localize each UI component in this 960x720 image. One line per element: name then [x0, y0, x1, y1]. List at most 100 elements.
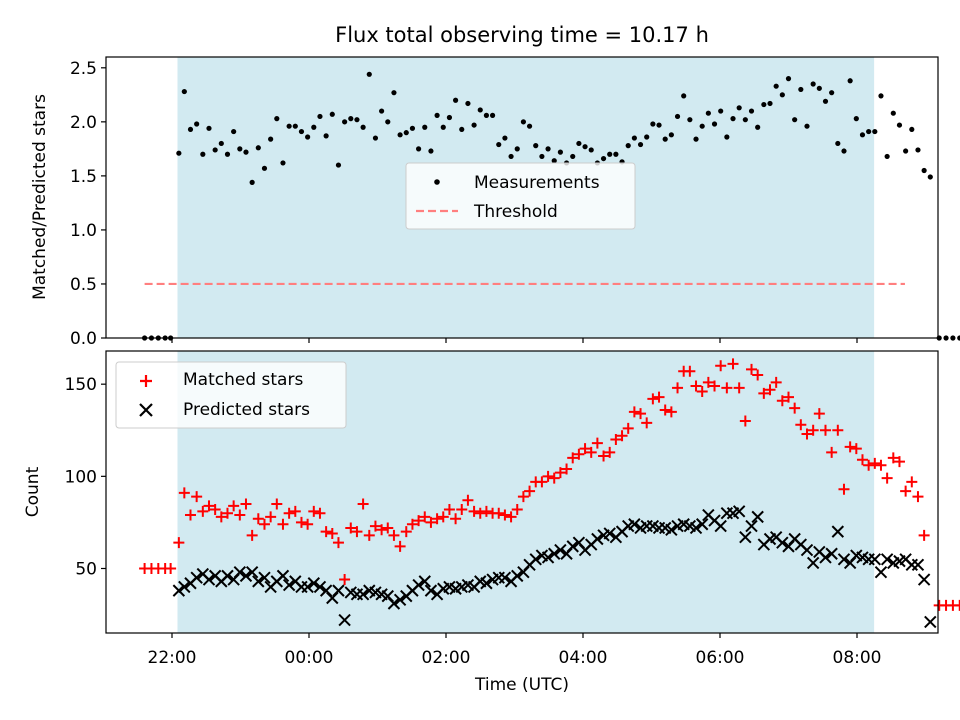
predicted-star-point — [689, 521, 703, 535]
matched-star-point — [215, 511, 227, 523]
predicted-star-point — [837, 553, 851, 566]
predicted-star-point — [541, 551, 555, 564]
predicted-star-point — [665, 523, 678, 536]
matched-star-point — [265, 511, 277, 523]
matched-star-point — [357, 498, 369, 510]
predicted-star-point — [424, 584, 438, 597]
measurement-point — [237, 146, 243, 152]
measurement-point — [767, 100, 773, 107]
measurement-point — [249, 179, 255, 185]
measurement-point — [668, 132, 674, 138]
matched-star-point — [776, 395, 788, 407]
top-x-ticks — [171, 338, 858, 343]
y-tick-label: 0.5 — [70, 275, 97, 295]
matched-star-point — [690, 380, 702, 392]
matched-star-point — [628, 406, 640, 418]
matched-star-point — [173, 537, 185, 549]
matched-star-point — [813, 408, 825, 420]
measurement-point — [872, 128, 878, 135]
measurement-point — [724, 134, 730, 140]
matched-star-point — [499, 509, 511, 521]
matched-star-point — [912, 491, 924, 503]
predicted-star-point — [917, 573, 931, 586]
matched-star-point — [517, 491, 529, 503]
predicted-star-point — [239, 569, 253, 583]
matched-star-point — [573, 448, 585, 460]
measurement-point — [391, 90, 397, 96]
matched-star-point — [795, 419, 807, 431]
measurement-point — [921, 167, 927, 174]
matched-star-point — [271, 498, 283, 510]
matched-star-point — [511, 504, 523, 516]
measurement-point — [255, 145, 261, 151]
matched-star-point — [875, 459, 887, 471]
predicted-star-point — [338, 613, 351, 627]
matched-star-point — [721, 382, 733, 394]
measurement-point — [194, 121, 200, 127]
measurement-point — [335, 162, 342, 168]
predicted-star-point — [202, 573, 216, 586]
matched-star-point — [591, 437, 603, 449]
predicted-star-point — [695, 518, 709, 531]
measurement-point — [804, 123, 810, 129]
measurement-point — [471, 122, 477, 128]
measurement-point — [909, 126, 915, 133]
measurement-point — [785, 76, 792, 82]
measurement-point — [687, 117, 693, 123]
matched-star-point — [610, 433, 622, 445]
matched-star-point — [339, 574, 351, 586]
predicted-star-point — [258, 571, 271, 584]
legend-measurements-label: Measurements — [474, 173, 600, 193]
matched-star-point — [684, 365, 696, 377]
measurement-point — [181, 88, 187, 95]
matched-star-point — [826, 446, 838, 458]
matched-star-point — [869, 457, 881, 469]
matched-star-point — [838, 483, 850, 495]
matched-star-point — [295, 516, 307, 528]
bottom-y-ticks: 50 100 150 — [65, 375, 106, 579]
matched-star-point — [228, 500, 240, 512]
measurement-point — [792, 117, 798, 123]
matched-star-point — [801, 428, 813, 440]
measurement-point — [379, 108, 385, 114]
matched-star-point — [758, 387, 770, 399]
measurement-point — [681, 93, 687, 99]
measurement-point — [761, 101, 767, 108]
matched-star-point — [184, 509, 196, 521]
predicted-star-point — [480, 577, 493, 590]
measurement-point — [397, 132, 403, 138]
predicted-star-point — [221, 569, 234, 583]
matched-star-point — [783, 391, 794, 403]
matched-star-point — [320, 526, 332, 538]
legend-matched-label: Matched stars — [183, 370, 303, 390]
matched-star-point — [308, 505, 320, 517]
top-legend: Measurements Threshold — [405, 162, 636, 230]
top-y-ticks: 0.0 0.5 1.0 1.5 2.0 2.5 — [70, 59, 106, 349]
predicted-star-point — [307, 577, 321, 590]
y-tick-label: 150 — [65, 375, 97, 395]
matched-star-point — [376, 524, 388, 536]
matched-star-point — [474, 507, 486, 519]
measurement-point — [847, 78, 853, 84]
measurement-point — [224, 151, 231, 157]
predicted-star-point — [776, 536, 789, 549]
predicted-star-point — [874, 565, 888, 579]
predicted-star-point — [911, 558, 925, 572]
matched-star-point — [394, 540, 406, 552]
measurement-point — [526, 123, 533, 129]
measurement-point — [187, 126, 194, 133]
measurement-point — [755, 124, 761, 130]
measurement-point — [943, 335, 949, 341]
matched-star-point — [622, 422, 634, 434]
measurement-point — [841, 148, 847, 154]
matched-star-point — [283, 507, 295, 519]
top-y-axis-label: Matched/Predicted stars — [30, 94, 50, 300]
matched-star-point — [400, 526, 412, 538]
predicted-star-point — [313, 580, 327, 594]
matched-star-point — [789, 402, 801, 414]
measurement-point — [903, 148, 909, 154]
measurement-point — [878, 93, 884, 99]
measurement-point — [829, 90, 835, 96]
measurement-point — [730, 116, 736, 122]
measurement-point — [446, 114, 453, 121]
